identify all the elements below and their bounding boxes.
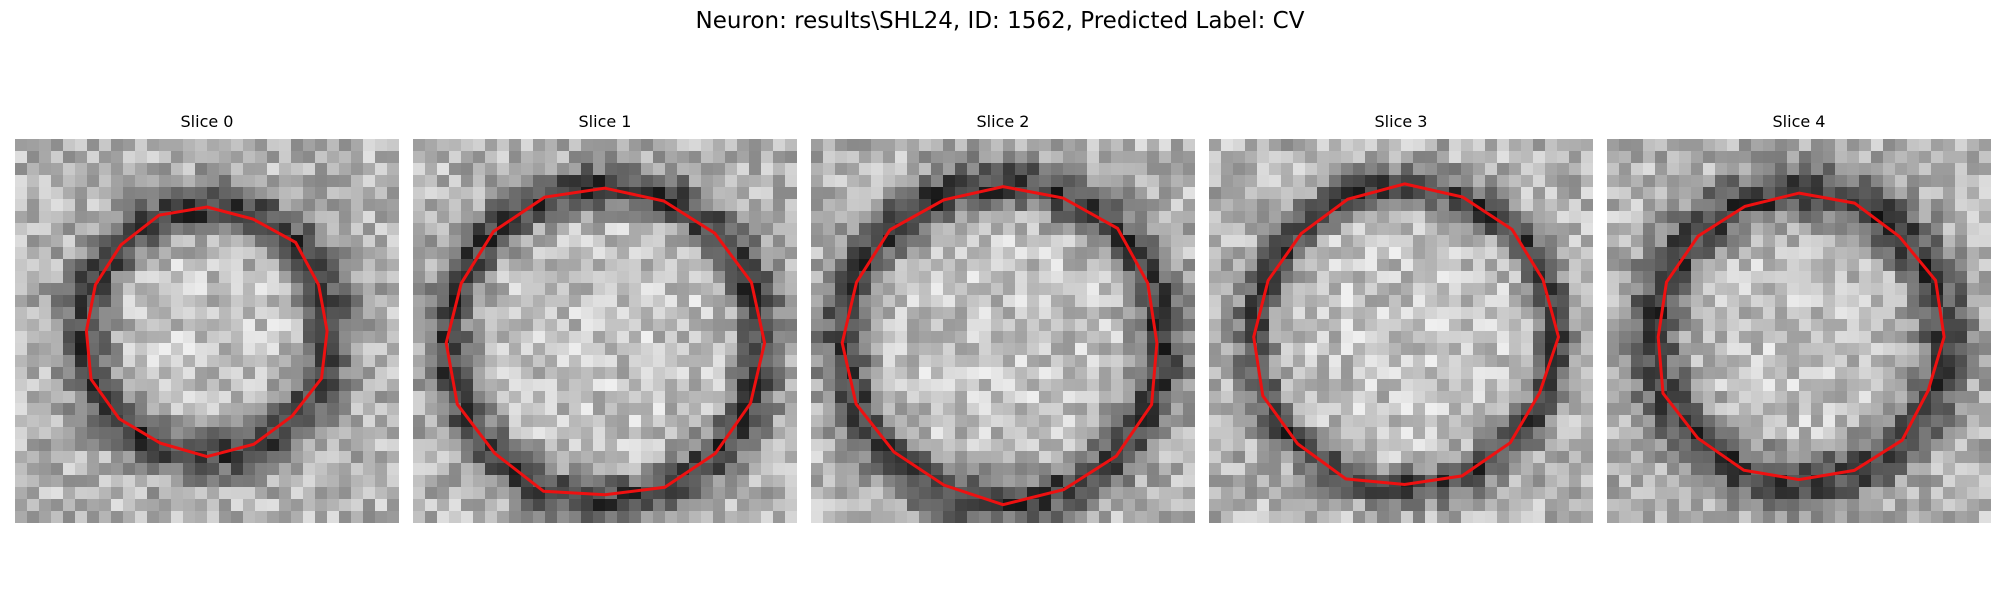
slice-panel-2: Slice 2: [811, 110, 1195, 523]
slice-image: [1607, 139, 1991, 523]
slice-image: [1209, 139, 1593, 523]
slice-image: [413, 139, 797, 523]
slice-panel-4: Slice 4: [1607, 110, 1991, 523]
contour-outline: [84, 205, 329, 459]
contour-outline: [1252, 182, 1561, 487]
pixel-grid: [1607, 139, 1991, 523]
pixel-grid: [1209, 139, 1593, 523]
pixel-grid: [811, 139, 1195, 523]
slice-title: Slice 1: [578, 112, 632, 131]
contour-outline: [444, 186, 767, 497]
slice-title: Slice 4: [1772, 112, 1826, 131]
slice-panel-0: Slice 0: [15, 110, 399, 523]
slice-title: Slice 2: [976, 112, 1030, 131]
slice-title: Slice 3: [1374, 112, 1428, 131]
slice-title: Slice 0: [180, 112, 234, 131]
slice-image: [15, 139, 399, 523]
slice-image: [811, 139, 1195, 523]
slice-panel-1: Slice 1: [413, 110, 797, 523]
pixel-grid: [413, 139, 797, 523]
slice-panel-3: Slice 3: [1209, 110, 1593, 523]
figure-title: Neuron: results\SHL24, ID: 1562, Predict…: [695, 8, 1305, 34]
pixel-grid: [15, 139, 399, 523]
contour-outline: [840, 185, 1159, 507]
contour-outline: [1656, 191, 1946, 482]
